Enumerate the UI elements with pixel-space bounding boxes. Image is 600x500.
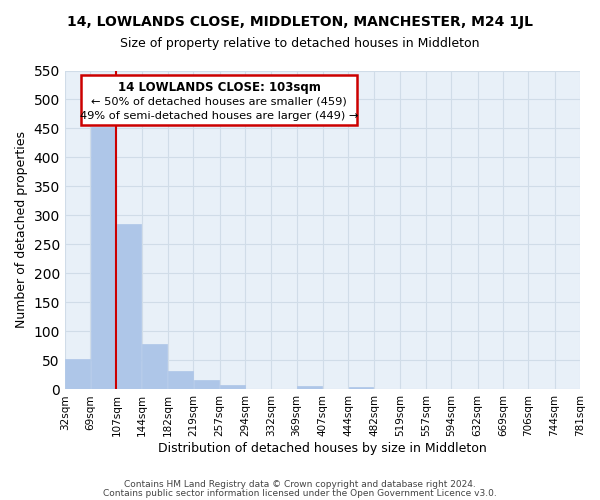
Text: Size of property relative to detached houses in Middleton: Size of property relative to detached ho…: [120, 38, 480, 51]
FancyBboxPatch shape: [81, 75, 357, 126]
Text: ← 50% of detached houses are smaller (459): ← 50% of detached houses are smaller (45…: [91, 96, 347, 106]
Y-axis label: Number of detached properties: Number of detached properties: [15, 132, 28, 328]
Bar: [142, 344, 167, 390]
Bar: [169, 372, 193, 390]
Text: 14 LOWLANDS CLOSE: 103sqm: 14 LOWLANDS CLOSE: 103sqm: [118, 80, 321, 94]
Bar: [117, 224, 142, 390]
Text: 49% of semi-detached houses are larger (449) →: 49% of semi-detached houses are larger (…: [80, 111, 359, 121]
Text: Contains HM Land Registry data © Crown copyright and database right 2024.: Contains HM Land Registry data © Crown c…: [124, 480, 476, 489]
Text: Contains public sector information licensed under the Open Government Licence v3: Contains public sector information licen…: [103, 489, 497, 498]
Bar: [349, 386, 373, 390]
X-axis label: Distribution of detached houses by size in Middleton: Distribution of detached houses by size …: [158, 442, 487, 455]
Bar: [65, 358, 90, 390]
Bar: [91, 127, 115, 390]
Bar: [194, 380, 218, 390]
Bar: [297, 386, 322, 390]
Bar: [220, 385, 245, 390]
Text: 14, LOWLANDS CLOSE, MIDDLETON, MANCHESTER, M24 1JL: 14, LOWLANDS CLOSE, MIDDLETON, MANCHESTE…: [67, 15, 533, 29]
